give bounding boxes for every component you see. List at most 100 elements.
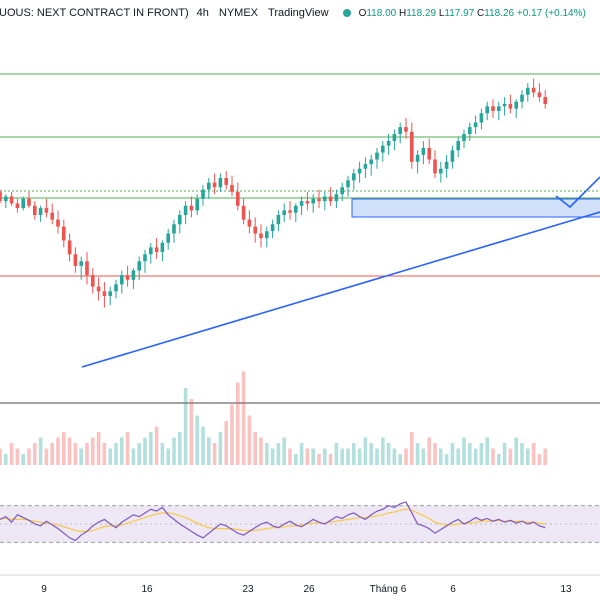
volume-bar [38, 437, 43, 465]
candle-body [259, 233, 263, 239]
volume-bar [224, 421, 228, 465]
horizontal-levels [0, 73, 600, 277]
volume-bar [85, 443, 89, 465]
candle-body [386, 141, 391, 146]
volume-bar [120, 437, 124, 465]
close-label: C [477, 7, 485, 19]
volume-bar [439, 448, 443, 465]
volume-bar [270, 448, 275, 465]
candle-body [15, 203, 20, 209]
volume-bar [189, 399, 194, 465]
candle-body [189, 205, 194, 211]
candle-body [369, 159, 373, 165]
symbol-title[interactable]: UOUS: NEXT CONTRACT IN FRONT) [0, 7, 189, 19]
volume-bar [50, 443, 54, 465]
volume-bar [404, 448, 408, 465]
time-axis-tick: 6 [450, 584, 456, 595]
candle-body [33, 205, 37, 215]
volume-bar [450, 443, 455, 465]
candle-body [183, 205, 188, 215]
candle-body [9, 196, 14, 204]
volume-bar [195, 415, 199, 465]
candle-body [56, 219, 60, 227]
candle-body [444, 161, 449, 169]
candle-body [502, 104, 507, 107]
candle-body [415, 154, 420, 162]
candle-body [96, 286, 101, 292]
candle-body [468, 127, 472, 135]
rsi-ma-line [0, 508, 546, 532]
candle-body [282, 210, 286, 215]
volume-bar [166, 448, 170, 465]
candle-body [288, 210, 292, 213]
volume-bar [346, 448, 350, 465]
candle-body [137, 261, 141, 271]
volume-bar [340, 448, 344, 465]
volume-bar [96, 432, 101, 465]
volume-bar [27, 448, 31, 465]
candle-body [166, 233, 170, 243]
candle-body [224, 178, 228, 185]
volume-bar [526, 448, 530, 465]
close-value: 118.26 [484, 7, 515, 19]
source-label: TradingView [268, 7, 329, 19]
candle-body [178, 215, 182, 225]
volume-bar [276, 443, 281, 465]
timeframe-label[interactable]: 4h [196, 7, 209, 19]
volume-bar [473, 448, 478, 465]
candle-body [230, 184, 234, 192]
candle-body [195, 198, 199, 211]
candle-body [160, 242, 165, 252]
volume-bar [386, 443, 391, 465]
volume-bar [212, 443, 217, 465]
ohlc-readout: O118.00 H118.29 L117.97 C118.26 +0.17 (+… [359, 8, 586, 19]
candle-body [21, 198, 25, 209]
rsi-line [0, 501, 546, 542]
candle-body [404, 127, 408, 132]
volume-bar [537, 454, 542, 465]
volume-bar [497, 454, 501, 465]
candle-body [299, 201, 304, 206]
candle-body [340, 187, 344, 195]
candle-body [143, 254, 147, 262]
time-axis-tick: Tháng 6 [370, 584, 407, 595]
candle-body [381, 145, 385, 153]
volume-bar [241, 371, 246, 465]
volume-bar [247, 415, 252, 465]
rsi-pane [0, 501, 600, 543]
high-label: H [398, 7, 407, 19]
candle-body [473, 122, 478, 128]
exchange-label: NYMEX [218, 7, 259, 19]
candle-body [363, 164, 368, 169]
candle-body [410, 131, 414, 162]
candle-body [456, 141, 460, 151]
candle-body [276, 215, 281, 225]
volume-bar [520, 443, 524, 465]
volume-bar [392, 448, 397, 465]
volume-bar [311, 448, 315, 465]
volume-bar [543, 448, 547, 465]
volume-pane [0, 371, 547, 465]
candle-body [44, 208, 49, 213]
market-status-icon [342, 9, 351, 17]
volume-bar [230, 404, 234, 465]
volume-bar [73, 443, 78, 465]
volume-bar [178, 432, 182, 465]
volume-bar [201, 426, 205, 465]
candle-body [247, 219, 252, 227]
candle-body [67, 240, 72, 255]
volume-bar [33, 443, 37, 465]
candle-body [462, 134, 466, 141]
volume-bar [305, 448, 310, 465]
volume-bar [531, 443, 536, 465]
candle-body [398, 127, 402, 135]
support-zone [351, 198, 600, 218]
volume-bar [433, 443, 437, 465]
volume-bar [352, 443, 356, 465]
volume-bar [375, 448, 379, 465]
candle-body [392, 134, 397, 141]
volume-bar [125, 432, 130, 465]
volume-bar [15, 448, 20, 465]
candle-body [491, 106, 495, 111]
